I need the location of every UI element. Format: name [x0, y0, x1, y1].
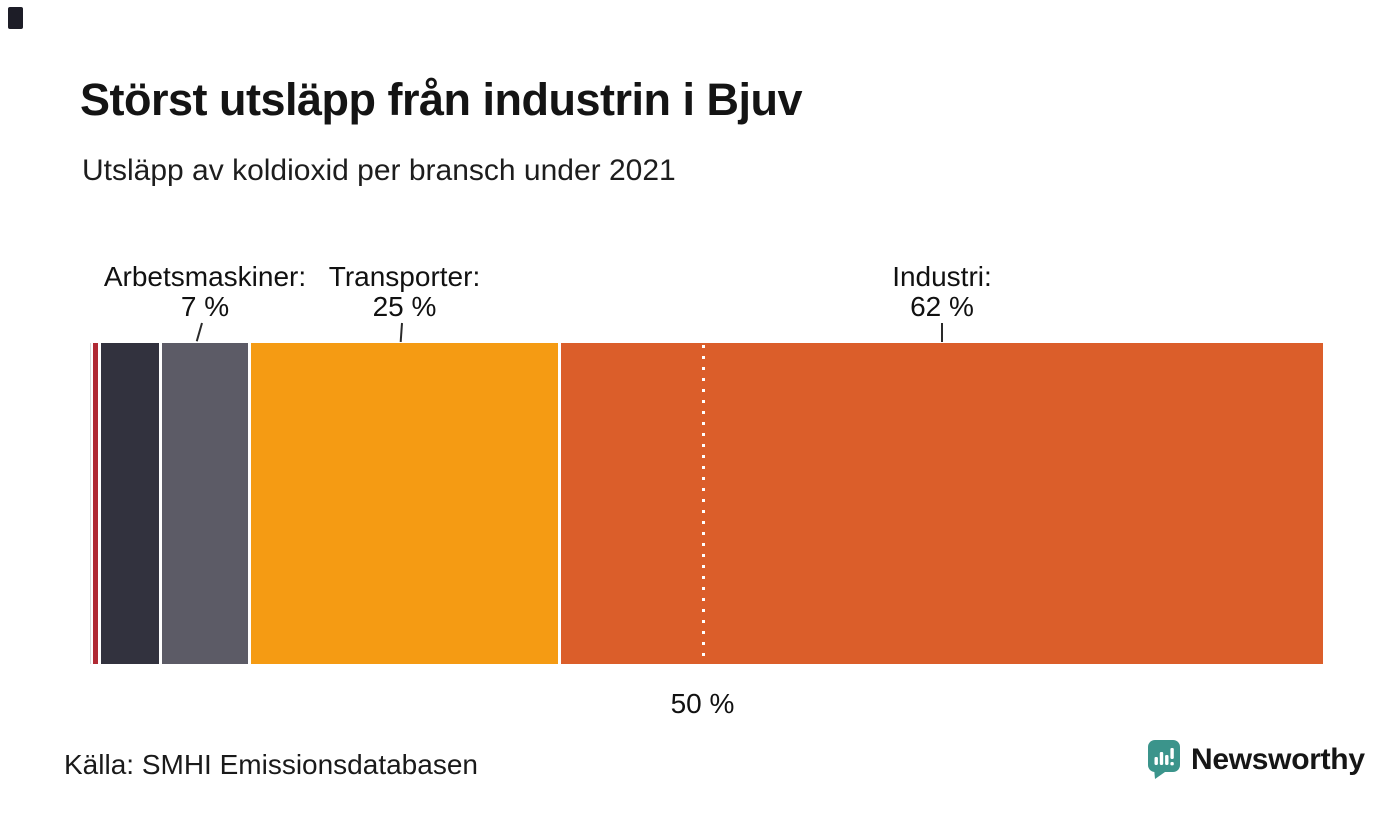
bar-segment-unlabeled-0	[93, 343, 98, 664]
bar-segment-unlabeled-1	[101, 343, 159, 664]
segment-label-name: Industri:	[892, 261, 992, 292]
y-axis-line	[90, 343, 91, 664]
segment-label-arbetsmaskiner: Arbetsmaskiner: 7 %	[45, 262, 365, 322]
newsworthy-logo: Newsworthy	[1147, 739, 1365, 780]
newsworthy-wordmark: Newsworthy	[1191, 742, 1365, 776]
segment-label-value: 25 %	[372, 291, 437, 322]
segment-label-name: Transporter:	[328, 261, 481, 292]
source-note: Källa: SMHI Emissionsdatabasen	[64, 749, 478, 780]
segment-label-value: 62 %	[910, 291, 974, 322]
bar-segment-industri	[561, 343, 1323, 664]
label-leader-line	[941, 323, 943, 342]
bar-segment-transporter	[251, 343, 558, 664]
segment-label-industri: Industri: 62 %	[782, 262, 1102, 322]
brand-corner-mark	[8, 7, 23, 29]
segment-label-transporter: Transporter: 25 %	[245, 262, 565, 322]
chart-title: Störst utsläpp från industrin i Bjuv	[80, 74, 803, 125]
label-leader-line	[399, 322, 403, 343]
chart-subtitle: Utsläpp av koldioxid per bransch under 2…	[82, 154, 676, 187]
bar-segment-arbetsmaskiner	[162, 343, 248, 664]
stacked-bar	[88, 343, 1323, 664]
label-leader-line	[195, 322, 203, 342]
newsworthy-icon	[1148, 740, 1180, 779]
reference-line-label: 50 %	[670, 688, 735, 719]
segment-label-value: 7 %	[180, 291, 230, 322]
reference-line-50pct	[702, 345, 705, 662]
segment-label-name: Arbetsmaskiner:	[103, 261, 307, 292]
